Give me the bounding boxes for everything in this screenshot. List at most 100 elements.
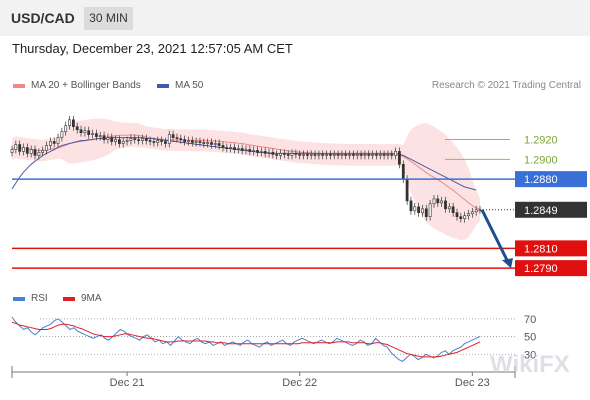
- candle-body: [25, 147, 29, 154]
- candle-body: [221, 145, 225, 148]
- candle-body: [340, 154, 344, 156]
- ma9-swatch: [63, 297, 75, 301]
- candle-body: [64, 125, 68, 132]
- candle-body: [56, 137, 60, 144]
- candle-body: [164, 141, 167, 144]
- candle-body: [409, 200, 413, 212]
- candle-body: [133, 138, 137, 140]
- timeframe-button[interactable]: 30 MIN: [84, 7, 133, 30]
- candle-body: [175, 137, 179, 139]
- candle-body: [213, 143, 217, 145]
- candle-body: [394, 151, 398, 156]
- candle-body: [152, 141, 156, 143]
- x-tick-label: Dec 22: [282, 377, 317, 389]
- candle-body: [244, 149, 248, 151]
- candle-body: [259, 151, 263, 153]
- candle-body: [413, 206, 417, 212]
- candle-body: [367, 154, 371, 156]
- candle-body: [187, 140, 190, 142]
- candle-body: [79, 129, 83, 133]
- ma9-legend-label: 9MA: [81, 293, 102, 304]
- candle-body: [344, 154, 348, 156]
- candle-body: [37, 152, 41, 156]
- candle-body: [236, 148, 240, 150]
- candle-body: [290, 153, 294, 156]
- candle-body: [72, 119, 75, 128]
- candle-body: [110, 137, 114, 142]
- candle-body: [87, 130, 91, 135]
- candle-body: [474, 209, 478, 213]
- candle-body: [305, 154, 309, 156]
- forecast-arrow-head: [502, 258, 513, 269]
- candle-body: [355, 154, 359, 156]
- candle-body: [417, 206, 421, 214]
- watermark-text: WikiFX: [490, 351, 570, 378]
- candle-body: [45, 145, 48, 151]
- candle-body: [328, 154, 332, 156]
- candle-body: [18, 144, 22, 152]
- candle-body: [263, 151, 267, 154]
- candle-body: [41, 150, 45, 153]
- candle-body: [336, 154, 340, 156]
- ma50-legend-label: MA 50: [175, 80, 204, 91]
- pivot-level-box: [515, 171, 587, 188]
- candle-body: [129, 138, 133, 141]
- ma20-swatch: [13, 84, 25, 88]
- candle-body: [405, 178, 409, 202]
- candle-body: [382, 154, 386, 156]
- candle-body: [348, 154, 352, 156]
- candle-body: [22, 147, 25, 152]
- candle-body: [118, 139, 121, 144]
- candle-body: [286, 154, 290, 156]
- candle-body: [217, 143, 221, 146]
- candle-body: [52, 141, 56, 144]
- candle-body: [91, 133, 95, 135]
- last-price-label: 1.2849: [524, 205, 558, 217]
- candle-body: [267, 152, 271, 154]
- candle-body: [121, 141, 125, 144]
- pivot-level-label: 1.2880: [524, 174, 558, 186]
- candle-body: [428, 203, 432, 218]
- support-level-box: [515, 240, 587, 257]
- ma20-legend-label: MA 20 + Bollinger Bands: [31, 80, 141, 91]
- rsi-tick-label: 70: [524, 314, 536, 326]
- support-level-box: [515, 260, 587, 277]
- candle-body: [463, 215, 467, 219]
- candle-body: [29, 149, 33, 154]
- candle-body: [256, 150, 259, 153]
- candle-body: [459, 216, 463, 219]
- candle-body: [198, 141, 202, 143]
- candle-body: [248, 149, 252, 152]
- rsi-tick-label: 50: [524, 332, 536, 344]
- candle-body: [156, 140, 160, 143]
- candle-body: [351, 154, 355, 156]
- symbol-title: USD/CAD: [11, 10, 75, 26]
- candle-body: [68, 119, 71, 127]
- last-price-box: [515, 201, 587, 218]
- candle-body: [206, 142, 210, 144]
- candle-body: [279, 153, 282, 156]
- target-level-label: 1.2920: [524, 135, 558, 147]
- candle-body: [401, 164, 405, 180]
- candle-body: [98, 135, 102, 137]
- candle-body: [359, 154, 363, 156]
- top-bar: USD/CAD 30 MIN: [0, 0, 590, 36]
- candle-body: [332, 154, 336, 156]
- candle-body: [114, 139, 118, 142]
- candle-body: [240, 148, 244, 151]
- candle-body: [229, 147, 233, 149]
- candle-body: [444, 200, 447, 210]
- candle-body: [33, 149, 37, 156]
- datetime-label: Thursday, December 23, 2021 12:57:05 AM …: [12, 41, 293, 56]
- x-tick-label: Dec 21: [110, 377, 145, 389]
- candle-body: [325, 154, 329, 156]
- candle-body: [225, 147, 229, 149]
- candle-body: [14, 144, 18, 150]
- candle-body: [467, 213, 470, 216]
- candle-body: [95, 133, 98, 137]
- rsi-line: [11, 316, 481, 362]
- candle-body: [440, 200, 444, 204]
- target-level-label: 1.2900: [524, 154, 558, 166]
- candle-body: [390, 154, 394, 156]
